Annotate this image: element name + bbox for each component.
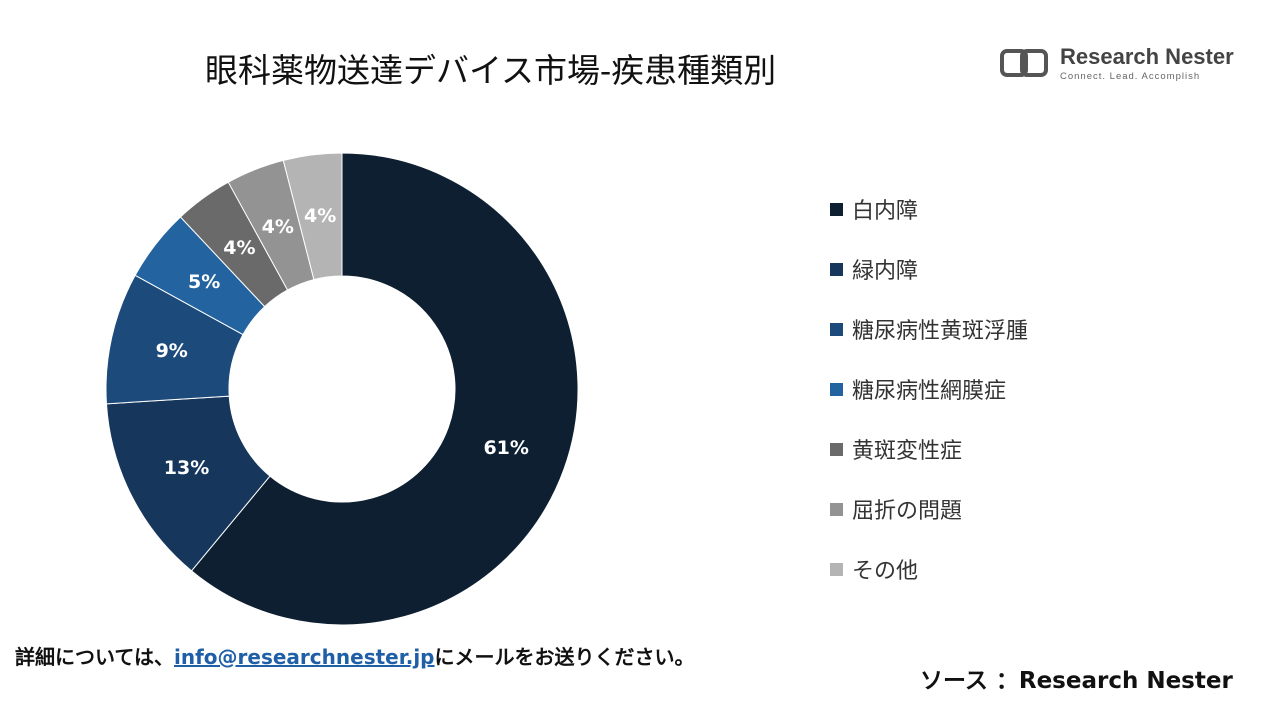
legend-swatch bbox=[830, 503, 843, 516]
slice-label-4: 5% bbox=[188, 271, 220, 293]
email-link[interactable]: info@researchnester.jp bbox=[174, 645, 435, 669]
slice-2 bbox=[105, 395, 271, 572]
legend-label: 糖尿病性網膜症 bbox=[852, 379, 1007, 404]
slice-label-7: 4% bbox=[304, 205, 336, 227]
logo-tagline: Connect. Lead. Accomplish bbox=[1060, 71, 1201, 82]
legend-label: 黄斑変性症 bbox=[852, 439, 963, 464]
legend-label: 緑内障 bbox=[852, 259, 919, 284]
legend-swatch bbox=[830, 203, 843, 216]
donut-chart: 61%13%9%5%4%4% 4% bbox=[105, 152, 579, 626]
logo-name: Research Nester bbox=[1060, 44, 1234, 69]
legend-label: その他 bbox=[852, 559, 919, 584]
footer-suffix: にメールをお送りください。 bbox=[434, 645, 695, 669]
slice-7 bbox=[282, 152, 343, 281]
slice-label-1: 61% bbox=[483, 437, 528, 459]
legend-swatch bbox=[830, 383, 843, 396]
slice-label-6: 4% bbox=[262, 216, 294, 238]
legend-swatch bbox=[830, 443, 843, 456]
legend-label: 白内障 bbox=[852, 199, 919, 224]
slice-1 bbox=[190, 152, 579, 626]
source-credit: ソース ：Research Nester bbox=[920, 668, 1233, 694]
legend-swatch bbox=[830, 563, 843, 576]
slice-label-2: 13% bbox=[164, 457, 209, 479]
legend-swatch bbox=[830, 323, 843, 336]
legend-label: 糖尿病性黄斑浮腫 bbox=[852, 319, 1029, 344]
legend-label: 屈折の問題 bbox=[852, 499, 963, 524]
logo-mark-icon bbox=[1000, 49, 1048, 77]
footer-prefix: 詳細については、 bbox=[15, 645, 174, 669]
chart-title: 眼科薬物送達デバイス市場-疾患種類別 bbox=[205, 51, 777, 90]
legend-swatch bbox=[830, 263, 843, 276]
slice-label-5: 4% bbox=[223, 237, 255, 259]
research-nester-logo: Research Nester Connect. Lead. Accomplis… bbox=[1000, 44, 1234, 86]
footer-note: 詳細については、info@researchnester.jpにメールをお送りくだ… bbox=[15, 641, 695, 670]
slice-label-3: 9% bbox=[156, 340, 188, 362]
